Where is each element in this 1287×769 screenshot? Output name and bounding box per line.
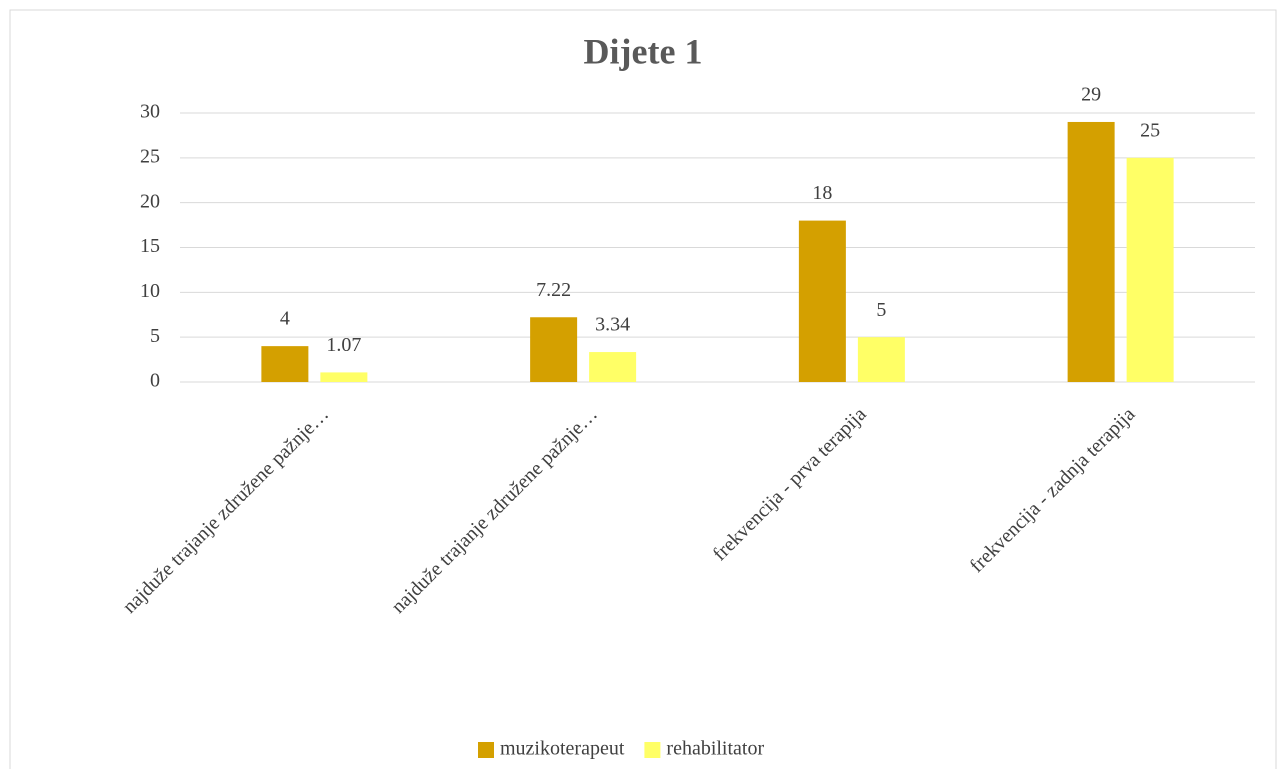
legend-label: rehabilitator [666,738,764,760]
bar [1126,157,1174,382]
legend-swatch [478,742,494,758]
y-tick-label: 10 [140,280,160,302]
chart-title: Dijete 1 [584,31,703,71]
y-tick-label: 0 [150,370,160,392]
bar [320,372,368,382]
data-label: 18 [812,182,832,204]
y-tick-label: 20 [140,190,160,212]
data-label: 5 [876,299,886,321]
data-label: 1.07 [326,334,361,356]
legend-label: muzikoterapeut [500,738,625,760]
data-label: 7.22 [536,279,571,301]
y-tick-label: 25 [140,145,160,167]
bar [261,346,309,382]
bar [589,352,637,382]
data-label: 25 [1140,119,1160,141]
bar [857,337,905,382]
bar [798,220,846,382]
data-label: 3.34 [595,314,630,336]
data-label: 29 [1081,84,1101,106]
data-label: 4 [280,308,290,330]
y-tick-label: 5 [150,325,160,347]
y-tick-label: 30 [140,101,160,123]
legend-swatch [644,742,661,758]
y-tick-label: 15 [140,235,160,257]
chart-frame [9,9,1277,769]
bar [1067,121,1115,382]
bar [530,317,578,382]
